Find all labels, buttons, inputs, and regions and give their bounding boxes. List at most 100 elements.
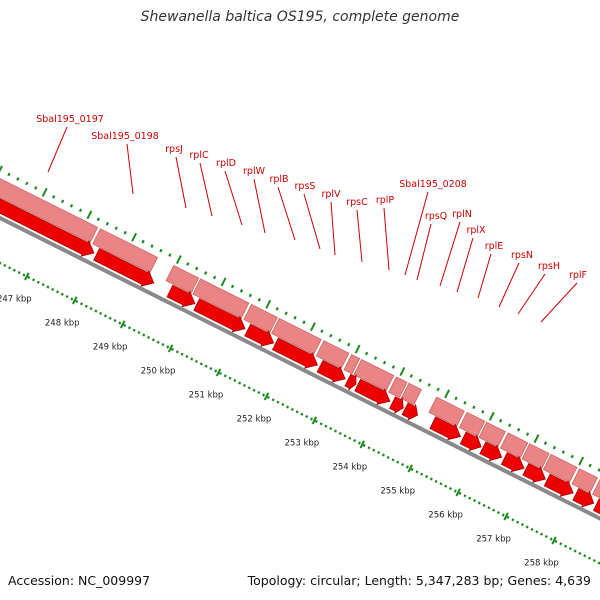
dot-tick <box>239 289 244 293</box>
kbp-label: 253 kbp <box>285 438 320 448</box>
leader-rplX <box>456 237 474 293</box>
scale-minor-tick <box>209 367 213 371</box>
gene-label-rpsQ: rpsQ <box>425 211 447 222</box>
scale-minor-tick <box>84 304 88 308</box>
dot-tick <box>86 210 93 220</box>
scale-minor-tick <box>185 355 189 359</box>
scale-major-tick <box>359 440 365 449</box>
scale-minor-tick <box>79 302 83 306</box>
leader-Sbal195_0208 <box>404 191 429 276</box>
gene-track <box>0 198 600 515</box>
dot-tick <box>69 203 74 208</box>
cds-bar-rpsS <box>343 354 361 375</box>
dot-tick <box>0 165 3 173</box>
scale-major-tick <box>407 464 413 473</box>
dot-tick <box>320 329 324 334</box>
scale-minor-tick <box>338 431 342 435</box>
scale-minor-tick <box>228 376 232 380</box>
scale-minor-tick <box>55 290 60 294</box>
scale-major-tick <box>72 296 78 305</box>
cds-bar-rplF <box>592 478 600 499</box>
scale-minor-tick <box>166 345 170 349</box>
scale-minor-tick <box>468 496 472 500</box>
scale-minor-tick <box>520 523 524 527</box>
scale-minor-tick <box>401 463 405 467</box>
scale-minor-tick <box>559 542 563 546</box>
dot-tick <box>230 284 235 289</box>
gene-arrow-rplW <box>271 337 318 369</box>
scale-minor-tick <box>171 347 175 351</box>
dot-tick <box>186 262 190 266</box>
dot-tick <box>7 172 11 177</box>
gene-label-rplF: rplF <box>569 270 587 281</box>
dot-tick <box>463 401 467 405</box>
dot-tick <box>472 405 476 410</box>
scale-minor-tick <box>290 407 294 411</box>
dot-tick <box>60 199 65 204</box>
leader-Sbal195_0198 <box>126 143 134 195</box>
dot-tick <box>41 187 48 197</box>
dot-tick <box>220 277 227 287</box>
scale-minor-tick <box>89 307 93 311</box>
scale-minor-tick <box>482 503 486 507</box>
scale-minor-tick <box>180 352 184 356</box>
scale-minor-tick <box>113 319 117 323</box>
scale-minor-tick <box>362 443 366 447</box>
cds-bar-rpsJ <box>165 264 200 294</box>
scale-minor-tick <box>295 410 299 414</box>
leader-rpsN <box>498 262 520 308</box>
scale-minor-tick <box>127 326 131 330</box>
leader-rpsH <box>517 273 546 315</box>
gene-label-rplW: rplW <box>243 166 266 177</box>
scale-minor-tick <box>496 511 500 515</box>
scale-minor-tick <box>472 499 476 503</box>
dot-tick <box>34 186 38 190</box>
scale-minor-tick <box>70 297 74 301</box>
gene-arrow-rplC <box>193 298 246 333</box>
dot-tick <box>436 387 440 392</box>
scale-minor-tick <box>487 506 491 510</box>
scale-minor-tick <box>223 374 227 378</box>
scale-minor-tick <box>367 446 371 450</box>
dot-tick <box>561 450 565 454</box>
leader-rplE <box>477 253 492 299</box>
dot-tick <box>508 423 512 428</box>
scale-minor-tick <box>511 518 515 522</box>
scale-minor-tick <box>137 331 141 335</box>
scale-minor-tick <box>410 467 414 471</box>
scale-minor-tick <box>525 525 529 529</box>
dot-tick <box>265 299 272 309</box>
scale-minor-tick <box>544 535 548 539</box>
scale-minor-tick <box>271 398 275 402</box>
scale-minor-tick <box>300 412 304 416</box>
dot-tick <box>578 456 585 466</box>
dot-tick <box>499 418 503 423</box>
dot-tick <box>131 232 138 242</box>
scale-minor-tick <box>17 271 21 275</box>
gene-arrow-rpsN <box>543 473 574 497</box>
dot-tick <box>444 389 450 399</box>
scale-minor-tick <box>386 455 390 459</box>
gene-labels: Sbal195_0197 Sbal195_0198 rpsJ rplC rplD rplW… <box>36 114 587 281</box>
dot-tick <box>454 396 458 401</box>
scale-minor-tick <box>492 508 496 512</box>
scale-minor-tick <box>218 371 222 375</box>
gene-label-Sbal195_0208: Sbal195_0208 <box>399 179 467 190</box>
leader-Sbal195_0197 <box>47 126 68 173</box>
backbone <box>0 215 600 521</box>
scale-minor-tick <box>310 417 314 421</box>
scale-minor-tick <box>587 556 592 560</box>
cds-track <box>0 178 600 499</box>
gene-arrow-rpsH <box>572 487 595 508</box>
gene-arrow-rplP <box>401 402 419 421</box>
gene-label-rpsJ: rpsJ <box>165 144 183 155</box>
kbp-label: 248 kbp <box>45 318 80 328</box>
scale-minor-tick <box>540 532 544 536</box>
scale-minor-tick <box>51 287 55 291</box>
dot-tick <box>105 221 109 226</box>
scale-minor-tick <box>305 415 309 419</box>
gene-label-rpsC: rpsC <box>346 197 368 208</box>
kbp-label: 247 kbp <box>0 294 32 304</box>
cds-bar-rplX <box>499 432 529 459</box>
scale-major-tick <box>215 368 222 377</box>
